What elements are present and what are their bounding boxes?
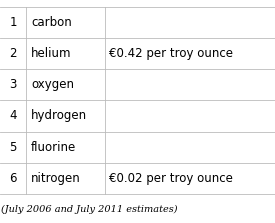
Text: 6: 6	[9, 172, 17, 185]
Text: oxygen: oxygen	[31, 78, 74, 91]
Text: (July 2006 and July 2011 estimates): (July 2006 and July 2011 estimates)	[1, 205, 178, 214]
Text: 3: 3	[9, 78, 17, 91]
Text: 2: 2	[9, 47, 17, 60]
Text: helium: helium	[31, 47, 72, 60]
Text: 1: 1	[9, 16, 17, 29]
Text: 5: 5	[9, 141, 17, 154]
Text: carbon: carbon	[31, 16, 72, 29]
Text: €0.42 per troy ounce: €0.42 per troy ounce	[109, 47, 233, 60]
Text: 4: 4	[9, 109, 17, 122]
Text: fluorine: fluorine	[31, 141, 76, 154]
Text: hydrogen: hydrogen	[31, 109, 87, 122]
Text: nitrogen: nitrogen	[31, 172, 81, 185]
Text: €0.02 per troy ounce: €0.02 per troy ounce	[109, 172, 233, 185]
